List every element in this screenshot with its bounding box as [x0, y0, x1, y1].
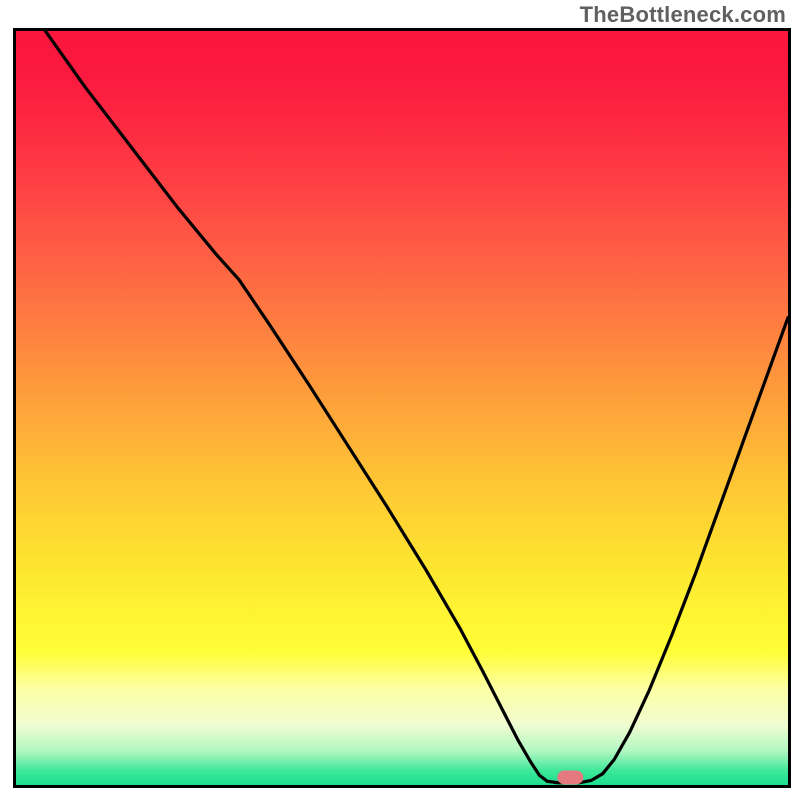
watermark-text: TheBottleneck.com: [580, 2, 786, 28]
bottleneck-chart: [0, 0, 800, 800]
gradient-background: [16, 31, 788, 786]
optimal-marker: [557, 770, 583, 784]
